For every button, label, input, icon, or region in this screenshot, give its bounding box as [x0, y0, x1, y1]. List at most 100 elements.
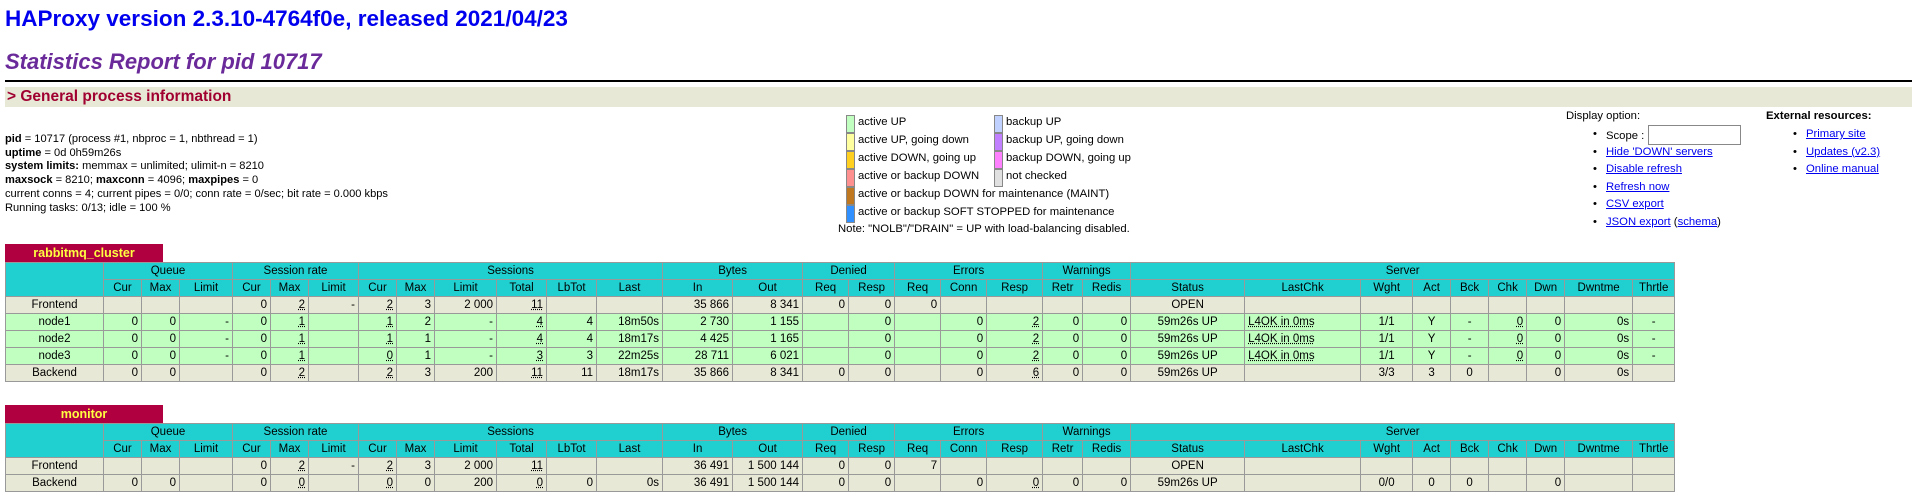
table-cell: 1 165: [732, 330, 804, 348]
corner-header: [5, 423, 104, 458]
table-cell: [1450, 296, 1490, 314]
proxy-name-rabbitmq-cluster[interactable]: rabbitmq_cluster: [5, 244, 163, 262]
divider: [5, 80, 1912, 82]
table-cell: 0: [1082, 364, 1132, 382]
scope-input[interactable]: [1648, 125, 1742, 145]
table-cell: 11: [496, 364, 548, 382]
table-cell: 35 866: [662, 364, 734, 382]
disable-refresh-link[interactable]: Disable refresh: [1606, 163, 1682, 175]
table-cell: 0: [232, 296, 271, 314]
table-cell: 0: [141, 347, 180, 365]
updates-link[interactable]: Updates (v2.3): [1806, 145, 1881, 158]
table-cell: 7: [894, 457, 942, 475]
table-cell: 36 491: [662, 474, 734, 492]
group-header: Server: [1130, 262, 1676, 280]
uptime-line: uptime = 0d 0h59m26s: [5, 147, 388, 161]
external-resources-heading: External resources:: [1766, 110, 1872, 122]
table-cell: [894, 347, 942, 365]
table-cell: [986, 457, 1044, 475]
column-header: In: [662, 440, 734, 458]
legend-swatch: [994, 169, 1003, 187]
table-cell: 35 866: [662, 296, 734, 314]
table-cell: 4: [546, 330, 598, 348]
row-name[interactable]: Frontend: [5, 296, 104, 314]
table-cell: L4OK in 0ms: [1244, 330, 1362, 348]
row-name[interactable]: Frontend: [5, 457, 104, 475]
table-cell: [1526, 296, 1566, 314]
column-header: Limit: [179, 440, 233, 458]
table-cell: -: [1632, 313, 1676, 331]
table-cell: 0: [103, 474, 142, 492]
column-header: Req: [802, 279, 850, 297]
legend-swatch: [846, 187, 855, 205]
table-cell: 0: [1488, 330, 1528, 348]
column-header: Total: [496, 279, 548, 297]
table-row: node3 0 0-0 1 0 1-3 3 22m25s 28 711 6 021 0 0 2 0 0 59m…: [5, 347, 1676, 365]
legend-swatch: [846, 205, 855, 223]
table-row: Backend 0 0 0 2 2 3 200 11 11 18m17s 35 866 8 341 0 0 0…: [5, 364, 1676, 382]
table-cell: 1: [396, 330, 436, 348]
table-cell: [986, 296, 1044, 314]
table-row: node1 0 0-0 1 1 2-4 4 18m50s 2 730 1 155 0 0 2 0 0 59m2…: [5, 313, 1676, 331]
csv-export-link[interactable]: CSV export: [1606, 198, 1664, 210]
table-cell: 0: [848, 364, 896, 382]
table-cell: [1244, 364, 1362, 382]
column-header: Last: [596, 440, 664, 458]
table-cell: -: [1632, 347, 1676, 365]
table-cell: [940, 296, 988, 314]
table-cell: 0: [1450, 364, 1490, 382]
group-header: Bytes: [662, 262, 804, 280]
uptime-key: uptime: [5, 146, 42, 159]
proxy-name-monitor[interactable]: monitor: [5, 405, 163, 423]
column-header: Max: [141, 440, 180, 458]
pid-line: pid = 10717 (process #1, nbproc = 1, nbt…: [5, 133, 388, 147]
table-cell: 3: [396, 296, 436, 314]
hide-down-link[interactable]: Hide 'DOWN' servers: [1606, 145, 1713, 158]
column-header: Max: [270, 279, 309, 297]
column-header: Max: [396, 440, 436, 458]
table-cell: 0: [103, 330, 142, 348]
table-cell: 0: [1526, 347, 1566, 365]
column-header: Act: [1412, 440, 1452, 458]
table-cell: 0: [848, 330, 896, 348]
row-name[interactable]: node3: [5, 347, 104, 365]
column-header: Req: [802, 440, 850, 458]
table-cell: 0: [1526, 313, 1566, 331]
primary-site-link[interactable]: Primary site: [1806, 128, 1866, 140]
column-header: Retr: [1042, 440, 1084, 458]
json-export-link[interactable]: JSON export: [1606, 215, 1671, 228]
refresh-now-link[interactable]: Refresh now: [1606, 180, 1670, 193]
column-header: Out: [732, 440, 804, 458]
online-manual-link[interactable]: Online manual: [1806, 163, 1879, 175]
uptime-value: = 0d 0h59m26s: [41, 146, 122, 159]
column-header: Limit: [434, 440, 498, 458]
table-cell: 0: [1042, 330, 1084, 348]
table-cell: 1: [270, 313, 309, 331]
table-cell: 1/1: [1360, 347, 1414, 365]
table-cell: [1564, 296, 1634, 314]
legend-swatch: [994, 133, 1003, 151]
row-name[interactable]: Backend: [5, 474, 104, 492]
table-cell: 0: [546, 474, 598, 492]
row-name[interactable]: node2: [5, 330, 104, 348]
bullet-icon: •: [1593, 145, 1597, 158]
row-name[interactable]: node1: [5, 313, 104, 331]
schema-link[interactable]: schema: [1677, 215, 1718, 228]
table-cell: 2: [396, 313, 436, 331]
table-cell: [1360, 296, 1414, 314]
table-cell: [1244, 457, 1362, 475]
table-cell: 3: [396, 457, 436, 475]
column-header: Last: [596, 279, 664, 297]
table-cell: 0: [232, 330, 271, 348]
column-header-row: Cur Max Limit Cur Max Limit Cur Max Limit Total Lb…: [6, 440, 1676, 458]
table-cell: 3: [546, 347, 598, 365]
group-header: Denied: [802, 423, 896, 441]
stats-table-monitor: Queue Session rate Sessions Bytes Denied Erro…: [5, 423, 1676, 492]
table-cell: L4OK in 0ms: [1244, 313, 1362, 331]
maxsock-line: maxsock = 8210; maxconn = 4096; maxpipes…: [5, 174, 388, 188]
table-cell: [1632, 474, 1676, 492]
table-row: Frontend 0 2-2 3 2 000 11 35 866 8 341 0 0 0 OPEN: [5, 296, 1676, 314]
column-header: Resp: [848, 440, 896, 458]
row-name[interactable]: Backend: [5, 364, 104, 382]
page-subtitle: Statistics Report for pid 10717: [5, 49, 322, 74]
